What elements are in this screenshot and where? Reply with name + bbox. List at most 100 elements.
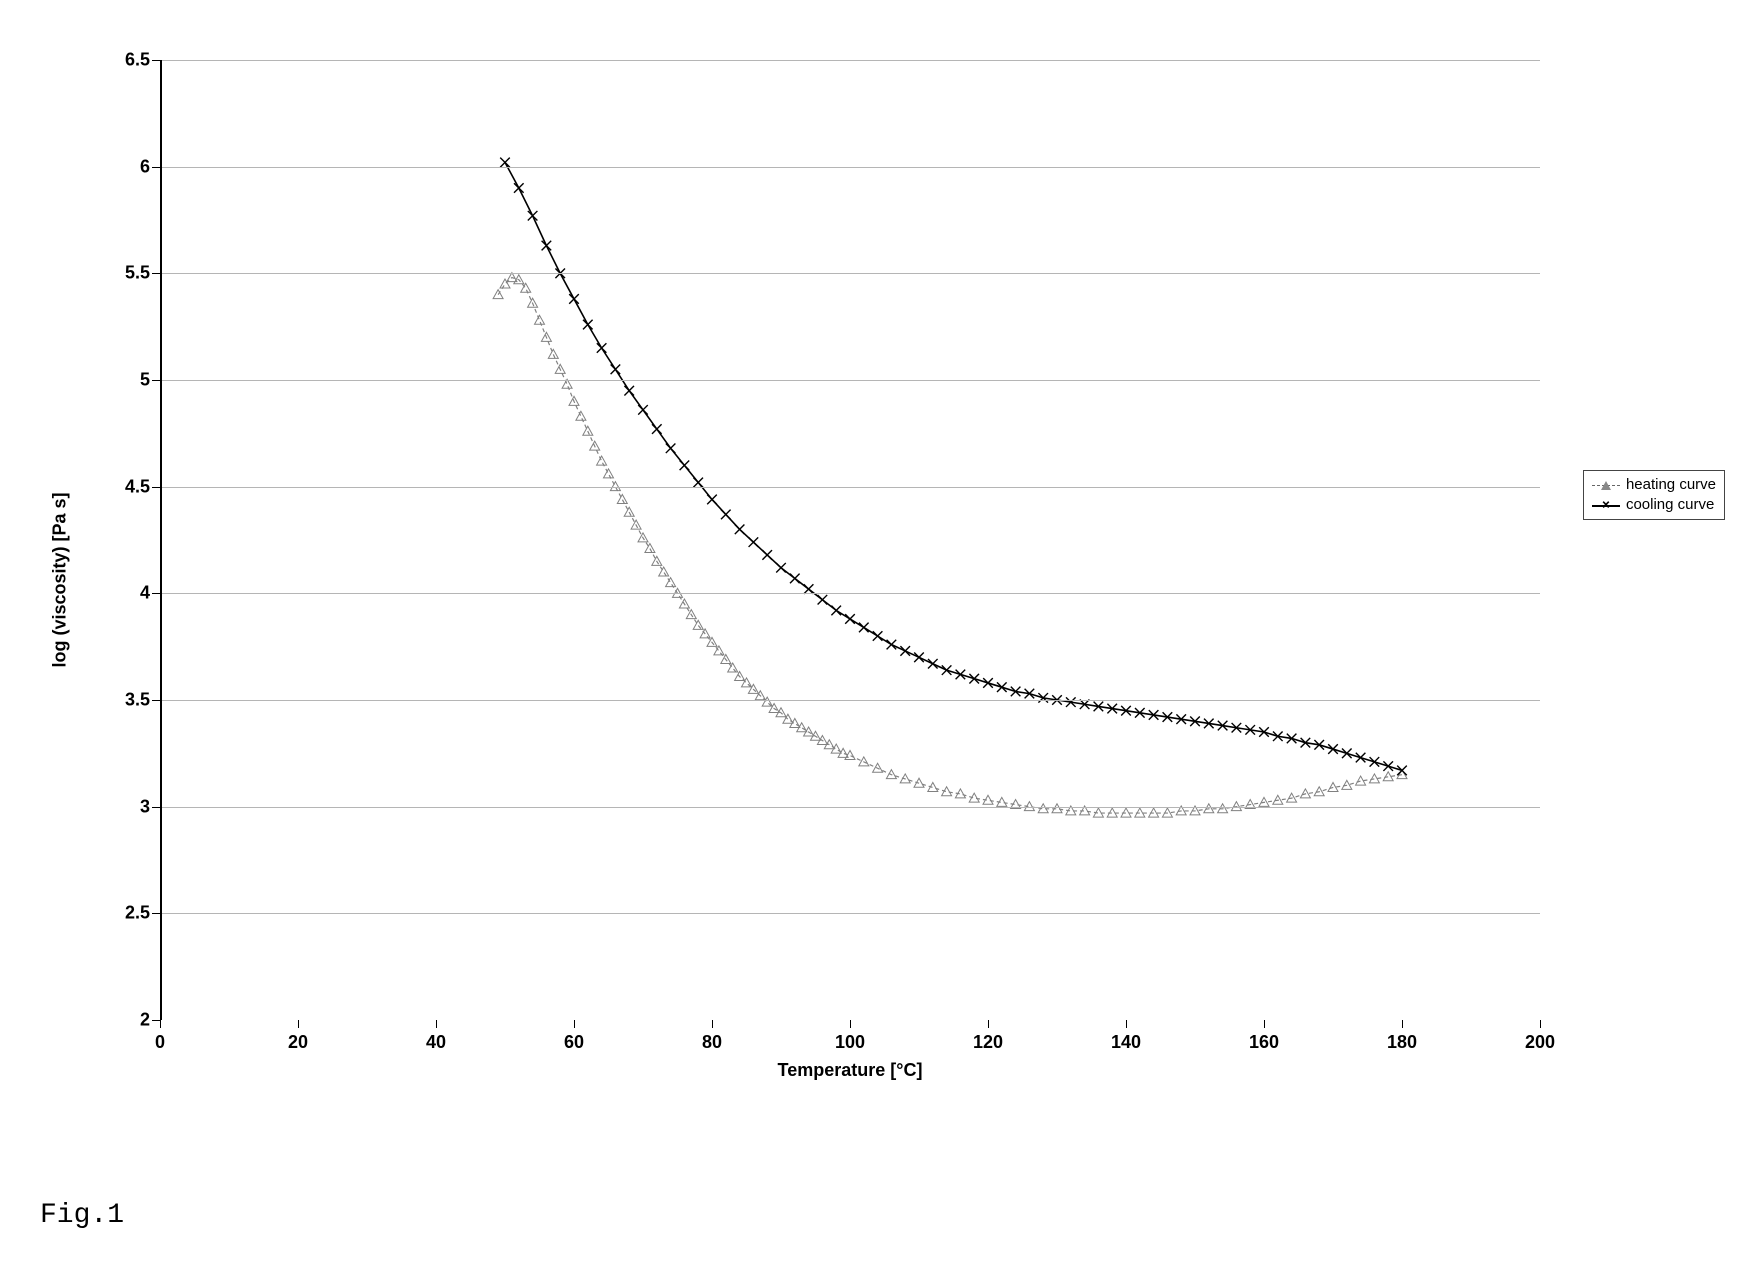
legend-item-cooling: × cooling curve [1592,495,1716,515]
x-marker-icon [542,241,552,251]
gridline [160,487,1540,488]
gridline [160,380,1540,381]
x-marker-icon [928,659,938,669]
x-tick-label: 40 [426,1032,446,1053]
page: log (viscosity) [Pa s] 22.533.544.555.56… [0,0,1745,1261]
triangle-marker-icon [604,469,614,478]
y-axis-title: log (viscosity) [Pa s] [50,492,71,667]
triangle-marker-icon [597,456,607,465]
y-tick-label: 2 [110,1010,150,1031]
y-tick [152,700,160,701]
y-tick-label: 5 [110,370,150,391]
x-marker-icon [762,550,772,560]
x-marker-icon [569,294,579,304]
y-tick [152,487,160,488]
x-tick [1264,1020,1265,1028]
gridline [160,700,1540,701]
gridline [160,807,1540,808]
x-tick-label: 160 [1249,1032,1279,1053]
gridline [160,167,1540,168]
x-tick [988,1020,989,1028]
x-tick [1402,1020,1403,1028]
legend: heating curve × cooling curve [1583,470,1725,520]
x-tick-label: 100 [835,1032,865,1053]
x-marker-icon [1370,757,1380,767]
x-marker-icon [859,623,869,633]
triangle-marker-icon [645,544,655,553]
legend-label: heating curve [1626,475,1716,495]
triangle-marker-icon [1601,481,1611,490]
y-tick [152,1020,160,1021]
triangle-marker-icon [659,567,669,576]
x-marker-icon [818,595,828,605]
x-marker-icon [583,320,593,330]
x-marker-icon [1383,761,1393,771]
x-tick-label: 80 [702,1032,722,1053]
series-line [505,162,1402,770]
figure-caption: Fig.1 [40,1200,124,1231]
x-marker-icon [956,670,966,680]
plot-area: 22.533.544.555.566.502040608010012014016… [160,60,1540,1020]
x-marker-icon [597,343,607,353]
x-tick [712,1020,713,1028]
x-tick [1126,1020,1127,1028]
y-tick-label: 6.5 [110,50,150,71]
legend-swatch-cooling: × [1592,498,1620,512]
chart-svg [160,60,1540,1020]
triangle-marker-icon [714,646,724,655]
x-marker-icon [735,525,745,535]
triangle-marker-icon [535,315,545,324]
gridline [160,593,1540,594]
y-axis-line [160,60,162,1020]
x-marker-icon [611,365,621,375]
gridline [160,60,1540,61]
x-marker-icon [983,678,993,688]
x-tick [298,1020,299,1028]
y-tick [152,167,160,168]
x-marker-icon [707,495,717,505]
y-tick-label: 6 [110,156,150,177]
legend-item-heating: heating curve [1592,475,1716,495]
y-tick-label: 3.5 [110,690,150,711]
x-tick [1540,1020,1541,1028]
gridline [160,273,1540,274]
triangle-marker-icon [548,349,558,358]
x-axis-title: Temperature [°C] [778,1060,923,1081]
y-tick [152,380,160,381]
x-tick-label: 140 [1111,1032,1141,1053]
x-tick-label: 180 [1387,1032,1417,1053]
x-marker-icon [776,563,786,573]
y-tick-label: 4.5 [110,476,150,497]
x-marker-icon [914,653,924,663]
x-marker-icon [1342,749,1352,759]
x-marker-icon [624,386,634,396]
x-marker-icon [900,646,910,656]
x-tick-label: 120 [973,1032,1003,1053]
x-marker-icon [638,405,648,415]
x-tick [160,1020,161,1028]
triangle-marker-icon [576,411,586,420]
chart-container: log (viscosity) [Pa s] 22.533.544.555.56… [40,40,1600,1120]
x-tick [850,1020,851,1028]
y-tick [152,60,160,61]
x-marker-icon [721,510,731,520]
x-marker-icon [514,183,524,193]
triangle-marker-icon [666,578,676,587]
x-marker-icon [652,424,662,434]
triangle-marker-icon [617,494,627,503]
x-tick [574,1020,575,1028]
x-marker-icon [942,665,952,675]
x-marker-icon [845,614,855,624]
x-tick-label: 20 [288,1032,308,1053]
x-marker-icon [749,537,759,547]
x-marker-icon [680,461,690,471]
y-tick [152,273,160,274]
x-tick [436,1020,437,1028]
legend-label: cooling curve [1626,495,1714,515]
x-marker-icon [969,674,979,684]
y-tick-label: 4 [110,583,150,604]
triangle-marker-icon [583,426,593,435]
x-tick-label: 60 [564,1032,584,1053]
x-marker-icon [873,631,883,641]
x-marker-icon [1328,744,1338,754]
